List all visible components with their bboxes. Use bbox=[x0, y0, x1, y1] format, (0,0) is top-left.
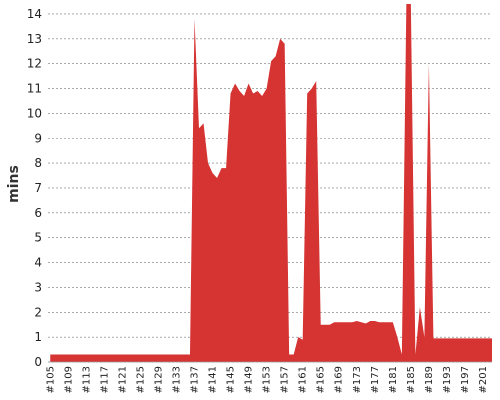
x-tick-label: #117 bbox=[99, 366, 110, 393]
x-tick-label: #157 bbox=[280, 366, 291, 393]
x-tick-label: #189 bbox=[424, 366, 435, 393]
x-tick-label: #193 bbox=[442, 366, 453, 393]
x-tick-label: #133 bbox=[171, 366, 182, 393]
y-tick-label: 7 bbox=[34, 181, 42, 195]
y-tick-label: 8 bbox=[34, 156, 42, 170]
x-tick-label: #169 bbox=[334, 366, 345, 393]
y-tick-label: 0 bbox=[34, 355, 42, 369]
y-tick-label: 13 bbox=[27, 32, 42, 46]
x-axis: #105 #109 #113 #117 #121 #125 #129 #133 #137 #141… bbox=[45, 366, 489, 393]
y-tick-label: 1 bbox=[34, 330, 42, 344]
duration-area-series bbox=[50, 4, 492, 362]
y-tick-label: 12 bbox=[27, 57, 42, 71]
x-tick-label: #149 bbox=[244, 366, 255, 393]
y-tick-label: 4 bbox=[34, 256, 42, 270]
x-tick-label: #105 bbox=[45, 366, 56, 393]
x-tick-label: #121 bbox=[117, 366, 128, 393]
y-tick-label: 5 bbox=[34, 231, 42, 245]
x-tick-label: #165 bbox=[316, 366, 327, 393]
x-tick-label: #197 bbox=[460, 366, 471, 393]
y-tick-label: 14 bbox=[27, 7, 42, 21]
plot-area bbox=[48, 4, 492, 363]
y-tick-label: 2 bbox=[34, 305, 42, 319]
x-tick-label: #185 bbox=[406, 366, 417, 393]
x-tick-label: #181 bbox=[388, 366, 399, 393]
x-tick-label: #161 bbox=[298, 366, 309, 393]
x-tick-label: #125 bbox=[135, 366, 146, 393]
y-tick-label: 6 bbox=[34, 206, 42, 220]
x-tick-label: #137 bbox=[189, 366, 200, 393]
x-tick-label: #201 bbox=[478, 366, 489, 393]
x-tick-label: #173 bbox=[352, 366, 363, 393]
y-tick-label: 11 bbox=[27, 82, 42, 96]
y-tick-label: 10 bbox=[27, 106, 42, 120]
x-tick-label: #177 bbox=[370, 366, 381, 393]
x-tick-label: #113 bbox=[81, 366, 92, 393]
x-tick-label: #141 bbox=[208, 366, 219, 393]
y-tick-label: 9 bbox=[34, 131, 42, 145]
x-tick-label: #109 bbox=[63, 366, 74, 393]
y-tick-label: 3 bbox=[34, 280, 42, 294]
x-tick-label: #153 bbox=[262, 366, 273, 393]
y-axis-label: mins bbox=[6, 165, 22, 203]
x-tick-label: #129 bbox=[153, 366, 164, 393]
x-tick-label: #145 bbox=[226, 366, 237, 393]
